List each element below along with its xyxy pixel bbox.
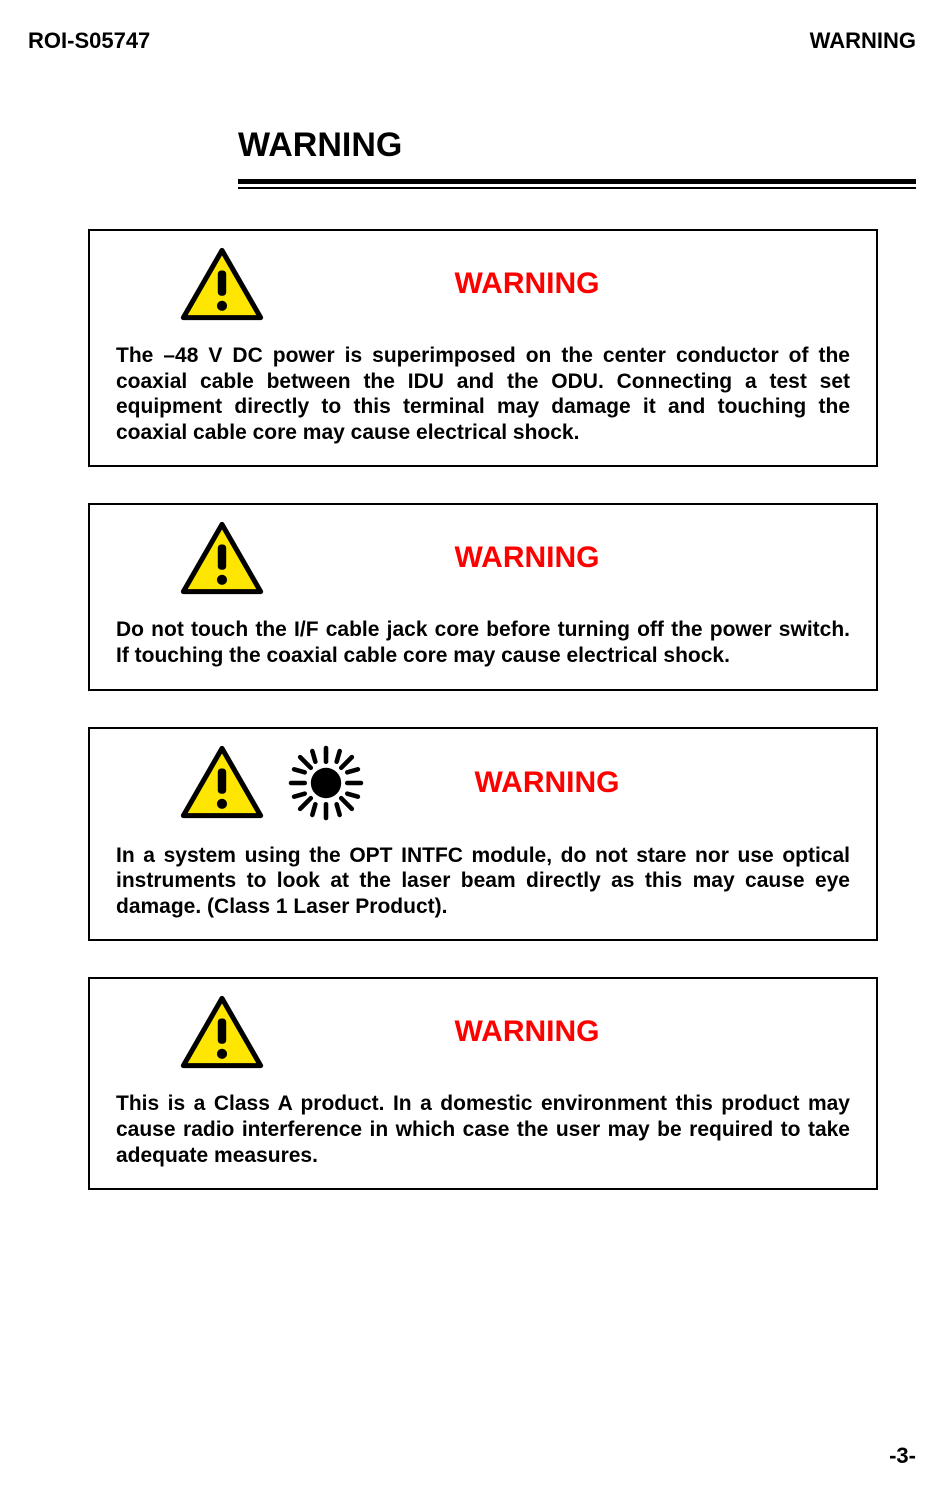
warning-box-header: WARNING (116, 247, 850, 321)
warning-label: WARNING (204, 1015, 850, 1049)
warning-box-header: WARNING (116, 521, 850, 595)
rule-thin (238, 187, 916, 189)
header-right-label: WARNING (810, 28, 916, 54)
warning-box: WARNING Do not touch the I/F cable jack … (88, 503, 878, 690)
warning-box: WARNING The –48 V DC power is superimpos… (88, 229, 878, 467)
doc-id: ROI-S05747 (28, 28, 150, 54)
warning-label: WARNING (244, 766, 850, 800)
section-heading-area: WARNING (238, 126, 916, 165)
warning-body: This is a Class A product. In a domestic… (116, 1091, 850, 1168)
warning-label: WARNING (204, 541, 850, 575)
warning-body: The –48 V DC power is superimposed on th… (116, 343, 850, 445)
warning-box-header: WARNING (116, 995, 850, 1069)
warning-box: WARNING This is a Class A product. In a … (88, 977, 878, 1190)
warning-box-header: WARNING (116, 745, 850, 821)
warning-box: WARNING In a system using the OPT INTFC … (88, 727, 878, 942)
section-rules (238, 179, 916, 189)
warning-body: Do not touch the I/F cable jack core bef… (116, 617, 850, 668)
page-number: -3- (889, 1443, 916, 1469)
warning-boxes: WARNING The –48 V DC power is superimpos… (88, 229, 878, 1190)
rule-thick (238, 179, 916, 184)
section-title: WARNING (238, 126, 916, 165)
warning-label: WARNING (204, 267, 850, 301)
header-row: ROI-S05747 WARNING (28, 28, 916, 54)
warning-body: In a system using the OPT INTFC module, … (116, 843, 850, 920)
